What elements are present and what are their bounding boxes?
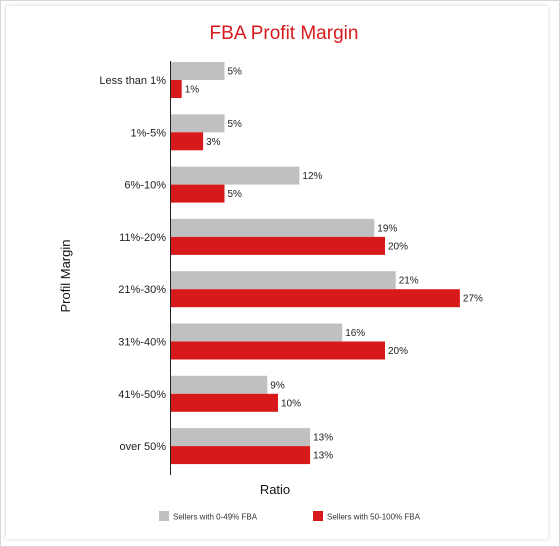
data-label: 5% [228, 189, 243, 200]
bar-sellers-50-100-fba [171, 341, 385, 360]
bar-sellers-0-49-fba [171, 218, 375, 237]
legend: Sellers with 0-49% FBA Sellers with 50-10… [159, 511, 421, 522]
value-labels: 5% 1% 5% 3% 12% 5% 19% 20% 21% 27% 16% 20% 9% 10% 13% 1… [185, 67, 483, 462]
legend-swatch [313, 511, 323, 521]
legend-label: Sellers with 0-49% FBA [173, 513, 258, 522]
chart-title: FBA Profit Margin [210, 23, 359, 44]
bar-sellers-0-49-fba [171, 271, 396, 290]
x-axis-title: Ratio [260, 482, 290, 497]
data-label: 21% [399, 276, 419, 287]
bar-sellers-0-49-fba [171, 62, 225, 80]
data-label: 20% [388, 346, 408, 357]
category-label: 41%-50% [118, 389, 166, 401]
legend-label: Sellers with 50-100% FBA [327, 513, 421, 522]
data-label: 19% [377, 223, 397, 234]
bar-sellers-50-100-fba [171, 446, 311, 465]
data-label: 3% [206, 137, 221, 148]
category-labels: Less than 1% 1%-5% 6%-10% 11%-20% 21%-30% 31%… [99, 75, 166, 453]
data-label: 20% [388, 241, 408, 252]
bar-sellers-50-100-fba [171, 184, 225, 203]
data-label: 27% [463, 294, 483, 305]
data-label: 12% [302, 171, 322, 182]
bar-sellers-50-100-fba [171, 236, 385, 255]
category-label: 1%-5% [131, 127, 167, 139]
category-label: over 50% [120, 441, 167, 453]
bar-group [171, 62, 460, 465]
bar-sellers-0-49-fba [171, 114, 225, 133]
category-label: 31%-40% [118, 337, 166, 349]
data-label: 16% [345, 328, 365, 339]
bar-sellers-50-100-fba [171, 80, 182, 98]
data-label: 13% [313, 451, 333, 462]
bar-sellers-0-49-fba [171, 323, 343, 342]
category-label: 6%-10% [124, 180, 166, 192]
legend-swatch [159, 511, 169, 521]
bar-sellers-0-49-fba [171, 375, 268, 394]
bar-sellers-50-100-fba [171, 132, 204, 151]
y-axis-title: Profil Margin [58, 240, 73, 313]
data-label: 13% [313, 433, 333, 444]
data-label: 1% [185, 85, 200, 96]
category-label: 21%-30% [118, 284, 166, 296]
category-label: 11%-20% [119, 232, 166, 244]
data-label: 5% [228, 67, 243, 78]
bar-sellers-0-49-fba [171, 428, 311, 447]
category-label: Less than 1% [99, 75, 166, 87]
bar-sellers-50-100-fba [171, 289, 460, 308]
bar-sellers-50-100-fba [171, 393, 278, 412]
data-label: 9% [270, 380, 285, 391]
data-label: 10% [281, 398, 301, 409]
data-label: 5% [228, 119, 243, 130]
bar-sellers-0-49-fba [171, 166, 300, 185]
